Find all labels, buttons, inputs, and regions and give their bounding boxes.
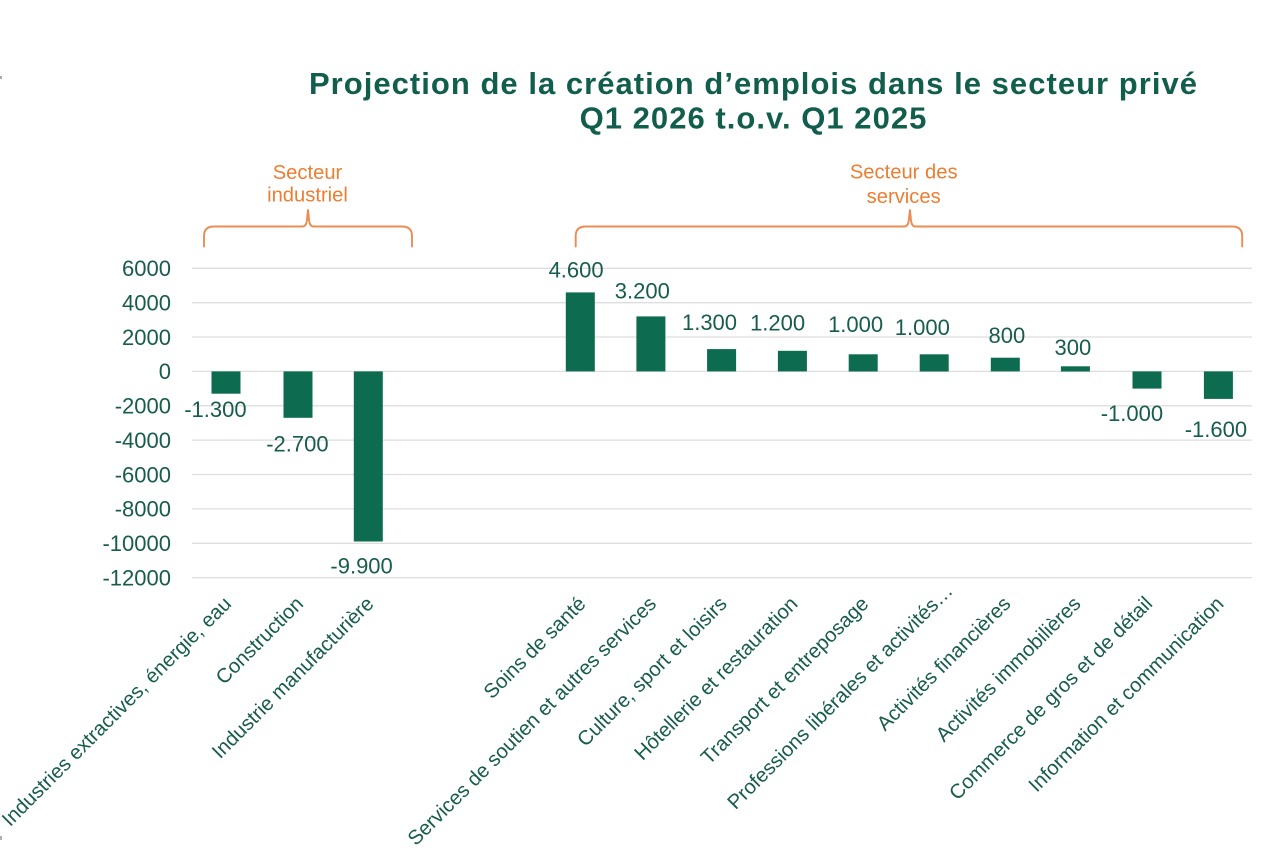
svg-text:Industries extractives, énergi: Industries extractives, énergie, eau (0, 593, 236, 831)
svg-text:-8000: -8000 (115, 497, 171, 522)
svg-text:Activités immobilières: Activités immobilières (932, 593, 1085, 746)
svg-text:Q1 2026 t.o.v. Q1 2025: Q1 2026 t.o.v. Q1 2025 (580, 101, 928, 136)
svg-text:4.600: 4.600 (549, 257, 604, 282)
svg-text:-4000: -4000 (115, 428, 171, 453)
svg-text:-12000: -12000 (102, 565, 171, 590)
svg-text:-1.000: -1.000 (1101, 401, 1163, 426)
svg-text:6000: 6000 (122, 256, 171, 281)
svg-text:-2000: -2000 (115, 394, 171, 419)
svg-text:Activités financières: Activités financières (873, 593, 1015, 735)
svg-text:800: 800 (989, 323, 1026, 348)
svg-text:services: services (867, 186, 941, 208)
svg-text:3.200: 3.200 (615, 278, 670, 303)
svg-text:4000: 4000 (122, 291, 171, 316)
svg-text:1.000: 1.000 (828, 312, 883, 337)
svg-text:-9.900: -9.900 (330, 554, 392, 579)
svg-text:Services de soutien et autres: Services de soutien et autres services (404, 593, 661, 850)
svg-text:1.300: 1.300 (682, 310, 737, 335)
svg-text:Secteur: Secteur (273, 162, 343, 184)
svg-text:Secteur des: Secteur des (850, 162, 958, 184)
svg-text:-10000: -10000 (102, 531, 171, 556)
svg-text:-2.700: -2.700 (266, 432, 328, 457)
svg-text:-6000: -6000 (115, 462, 171, 487)
svg-text:-1.300: -1.300 (184, 397, 246, 422)
svg-text:industriel: industriel (267, 184, 348, 206)
svg-text:Projection de la création d’em: Projection de la création d’emplois dans… (309, 66, 1198, 101)
svg-text:2000: 2000 (122, 325, 171, 350)
svg-text:300: 300 (1055, 335, 1092, 360)
svg-text:1.000: 1.000 (895, 315, 950, 340)
svg-text:1.200: 1.200 (750, 311, 805, 336)
svg-text:0: 0 (159, 359, 171, 384)
svg-text:-1.600: -1.600 (1185, 417, 1247, 442)
